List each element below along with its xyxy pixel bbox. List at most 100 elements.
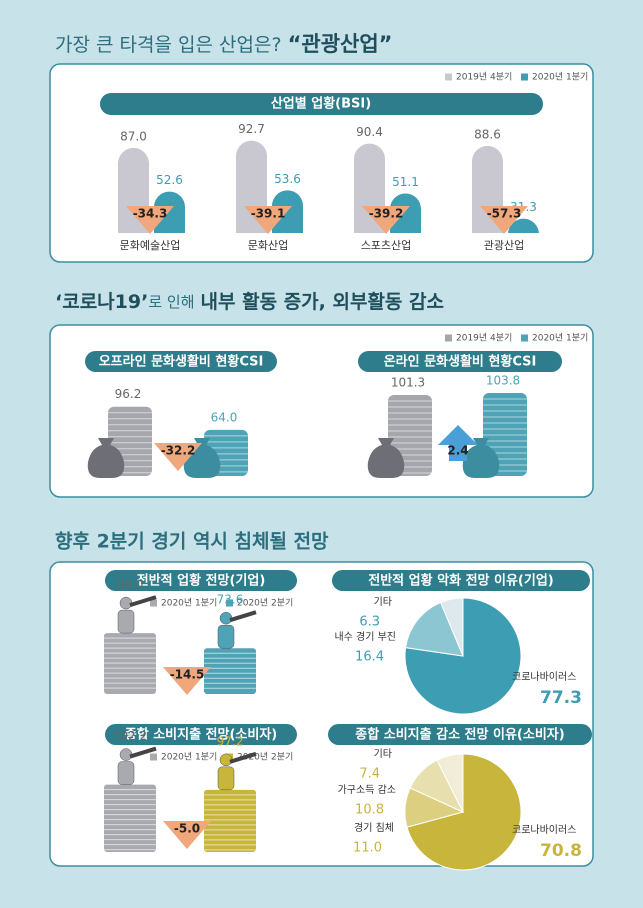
slice-label: 코로나바이러스 bbox=[512, 671, 576, 683]
value-label: 73.6 bbox=[217, 593, 244, 607]
title-pill bbox=[100, 93, 543, 115]
telescope bbox=[129, 746, 157, 759]
chart-title: 전반적 업황 악화 전망 이유(기업) bbox=[368, 573, 553, 589]
change-arrow bbox=[154, 443, 202, 471]
person-body bbox=[117, 761, 135, 785]
chart-title: 오프라인 문화생활비 현황CSI bbox=[99, 354, 264, 370]
legend-label: 2020년 1분기 bbox=[161, 598, 217, 609]
bar bbox=[154, 191, 185, 233]
heading-quote: ‘코로나19’ bbox=[55, 291, 148, 313]
legend-swatch bbox=[226, 599, 233, 607]
chart-title: 전반적 업황 전망(기업) bbox=[137, 573, 266, 589]
slice-value: 6.3 bbox=[359, 615, 380, 630]
book-stack bbox=[204, 789, 256, 852]
pie-slice bbox=[439, 597, 464, 657]
legend-swatch bbox=[521, 334, 528, 342]
heading: 향후 2분기 경기 역시 침체될 전망 bbox=[55, 531, 329, 553]
value-label: 53.6 bbox=[274, 172, 301, 186]
title-pill bbox=[328, 724, 592, 745]
legend-label: 2020년 1분기 bbox=[532, 72, 588, 83]
change-arrow bbox=[244, 206, 292, 234]
x-tick-label: 문화예술산업 bbox=[120, 239, 181, 252]
change-arrow bbox=[438, 425, 478, 461]
bar bbox=[272, 190, 303, 233]
heading-lead: 로 인해 bbox=[148, 293, 194, 311]
slice-value: 77.3 bbox=[540, 688, 582, 708]
value-label: 51.1 bbox=[392, 175, 419, 189]
value-label: 52.6 bbox=[156, 173, 183, 187]
change-arrow bbox=[163, 821, 211, 849]
legend-swatch bbox=[521, 73, 528, 81]
legend-label: 2020년 1분기 bbox=[161, 752, 217, 763]
change-label: -39.2 bbox=[369, 207, 404, 221]
legend-label: 2019년 4분기 bbox=[456, 72, 512, 83]
change-arrow bbox=[480, 206, 528, 234]
change-label: 2.4 bbox=[447, 444, 468, 458]
value-label: 88.6 bbox=[474, 127, 501, 141]
pie-slice bbox=[405, 601, 464, 657]
change-label: -32.2 bbox=[161, 444, 196, 458]
money-bag bbox=[87, 438, 125, 478]
person-body bbox=[217, 624, 235, 649]
person-body bbox=[217, 766, 235, 791]
title-pill bbox=[105, 724, 297, 745]
legend-label: 2020년 2분기 bbox=[237, 752, 293, 763]
value-label: 90.4 bbox=[356, 125, 383, 139]
chart-title: 종합 소비지출 감소 전망 이유(소비자) bbox=[355, 727, 564, 743]
slice-label: 경기 침체 bbox=[354, 821, 394, 834]
value-label: 97.2 bbox=[217, 734, 244, 748]
slice-label: 코로나바이러스 bbox=[512, 824, 576, 836]
legend-label: 2019년 4분기 bbox=[456, 333, 512, 344]
value-label: 103.8 bbox=[486, 373, 520, 387]
change-label: -39.1 bbox=[251, 207, 286, 221]
value-label: 64.0 bbox=[211, 410, 238, 424]
money-bag bbox=[367, 438, 405, 478]
change-label: -57.3 bbox=[487, 207, 522, 221]
value-label: 87.0 bbox=[120, 129, 147, 143]
slice-value: 16.4 bbox=[355, 650, 384, 665]
slice-value: 10.8 bbox=[355, 803, 384, 818]
chart-title: 온라인 문화생활비 현황CSI bbox=[384, 354, 537, 370]
legend-swatch bbox=[150, 599, 157, 607]
legend-swatch bbox=[445, 334, 452, 342]
x-tick-label: 스포츠산업 bbox=[361, 239, 412, 252]
title-pill bbox=[85, 351, 277, 372]
legend-swatch bbox=[150, 753, 157, 761]
telescope bbox=[229, 751, 257, 764]
telescope bbox=[229, 610, 257, 623]
change-label: -5.0 bbox=[174, 822, 200, 836]
heading-lead: 가장 큰 타격을 입은 산업은? bbox=[55, 34, 282, 56]
heading-emphasis: “관광산업” bbox=[288, 32, 393, 56]
value-label: 102.2 bbox=[113, 729, 147, 743]
change-arrow bbox=[362, 206, 410, 234]
slice-value: 7.4 bbox=[359, 767, 380, 782]
pie-slice bbox=[436, 753, 464, 813]
telescope bbox=[129, 595, 157, 608]
title-pill bbox=[332, 570, 590, 591]
bar bbox=[390, 193, 421, 233]
slice-label: 가구소득 감소 bbox=[338, 784, 396, 796]
change-label: -14.5 bbox=[170, 668, 205, 682]
change-label: -34.3 bbox=[133, 207, 168, 221]
value-label: 92.7 bbox=[238, 122, 265, 136]
title-pill bbox=[358, 351, 562, 372]
slice-label: 내수 경기 부진 bbox=[334, 630, 396, 643]
chart-title: 종합 소비지출 전망(소비자) bbox=[125, 727, 278, 743]
chart-title: 산업별 업황(BSI) bbox=[271, 96, 371, 112]
book-stack bbox=[104, 784, 156, 852]
legend-label: 2020년 2분기 bbox=[237, 598, 293, 609]
bar bbox=[508, 218, 539, 235]
heading: ‘코로나19’로 인해 내부 활동 증가, 외부활동 감소 bbox=[55, 291, 444, 313]
title-pill bbox=[105, 570, 297, 591]
change-arrow bbox=[126, 206, 174, 234]
slice-label: 기타 bbox=[374, 748, 392, 760]
x-tick-label: 문화산업 bbox=[248, 239, 288, 252]
heading-emphasis: 내부 활동 증가, 외부활동 감소 bbox=[201, 291, 444, 313]
heading: 가장 큰 타격을 입은 산업은? “관광산업” bbox=[55, 32, 392, 56]
value-label: 88.0 bbox=[117, 578, 144, 592]
slice-value: 11.0 bbox=[353, 841, 382, 856]
person-body bbox=[117, 609, 135, 634]
value-label: 96.2 bbox=[115, 387, 142, 401]
